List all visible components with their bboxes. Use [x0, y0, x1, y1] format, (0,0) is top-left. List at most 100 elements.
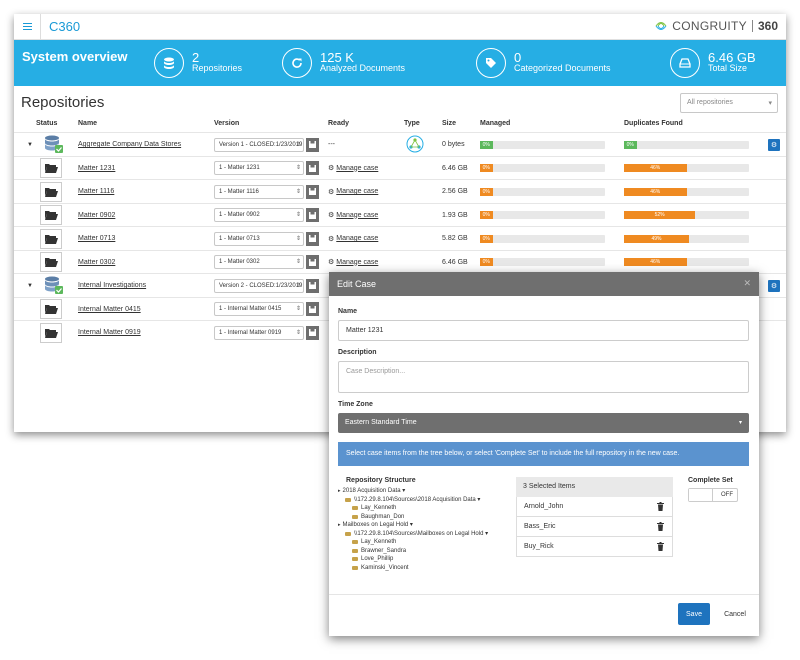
repository-name-link[interactable]: Matter 0713 [78, 235, 116, 242]
header-name: Name [78, 120, 98, 127]
expand-caret-icon[interactable]: ▼ [27, 282, 33, 289]
modal-footer-divider [329, 594, 759, 595]
duplicates-progress-label: 0% [624, 140, 637, 149]
repository-name-link[interactable]: Matter 0902 [78, 211, 116, 219]
duplicates-progress-label: 46% [624, 164, 687, 172]
tree-node[interactable]: ▸ Mailboxes on Legal Hold ▾ [338, 521, 508, 530]
managed-progress-label: 0% [480, 211, 493, 219]
version-select[interactable]: 1 - Matter 1231 ⇕ [214, 161, 304, 175]
hamburger-menu-icon[interactable] [14, 14, 40, 40]
floppy-icon [309, 211, 316, 219]
version-select[interactable]: 1 - Matter 1116 ⇕ [214, 184, 304, 199]
top-bar: C360 CONGRUITY 360 [14, 14, 786, 40]
case-description-input[interactable]: Case Description... [338, 361, 749, 393]
version-save-button[interactable] [306, 302, 319, 316]
tree-node-label: Love_Phillip [361, 556, 394, 562]
version-select[interactable]: 1 - Matter 0302 ⇕ [214, 255, 304, 269]
version-select[interactable]: 1 - Matter 0713 ⇕ [214, 231, 304, 246]
version-save-button[interactable] [306, 255, 319, 269]
manage-case-link[interactable]: Manage case [336, 258, 379, 266]
managed-progress-bar: 0% [480, 234, 605, 243]
app-name[interactable]: C360 [49, 19, 81, 34]
tree-node[interactable]: Love_Phillip [338, 555, 508, 564]
logo-divider [751, 20, 753, 32]
close-icon[interactable]: ✕ [743, 278, 751, 288]
tree-node[interactable]: \\172.29.8.104\Sources\2018 Acquisition … [338, 496, 508, 505]
stat-analyzed: 125 K Analyzed Documents [282, 48, 405, 78]
managed-progress-bar: 0% [480, 211, 605, 219]
tree-node[interactable]: ▸ 2018 Acquisition Data ▾ [338, 487, 508, 496]
size-value: 0 bytes [442, 141, 465, 148]
version-save-button[interactable] [306, 231, 319, 246]
version-select[interactable]: 1 - Internal Matter 0919 ⇕ [214, 325, 304, 340]
manage-case-link[interactable]: Manage case [336, 211, 379, 219]
version-select[interactable]: Version 1 - CLOSED:1/23/2019 ⇕ [214, 137, 304, 152]
manage-case-link[interactable]: Manage case [336, 164, 379, 172]
folder-open-icon [40, 205, 62, 225]
version-save-button[interactable] [306, 184, 319, 199]
complete-set-toggle[interactable]: OFF [688, 488, 738, 502]
folder-icon [352, 557, 358, 562]
repository-settings-button[interactable]: ⚙ [768, 279, 780, 292]
size-value: 2.56 GB [442, 188, 468, 195]
gear-icon: ⚙ [328, 259, 335, 266]
managed-progress-bar: 0% [480, 164, 605, 172]
floppy-icon [309, 188, 316, 195]
version-select[interactable]: 1 - Matter 0902 ⇕ [214, 208, 304, 222]
tree-node[interactable]: Baughman_Don [338, 513, 508, 522]
manage-case-link[interactable]: Manage case [336, 188, 379, 195]
spinner-arrows-icon: ⇕ [295, 306, 301, 312]
save-button[interactable]: Save [678, 603, 710, 625]
version-select[interactable]: 1 - Internal Matter 0415 ⇕ [214, 302, 304, 316]
tree-node[interactable]: Brawner_Sandra [338, 547, 508, 556]
version-select[interactable]: Version 2 - CLOSED:1/23/2019 ⇕ [214, 278, 304, 293]
repository-name-link[interactable]: Matter 1231 [78, 164, 116, 172]
stat-value: 125 K [320, 50, 354, 65]
repository-name-link[interactable]: Internal Investigations [78, 282, 147, 289]
tree-node-label: 2018 Acquisition Data ▾ [342, 488, 406, 494]
tree-node[interactable]: Kaminski_Vincent [338, 564, 508, 573]
version-value: 1 - Internal Matter 0415 [219, 306, 282, 312]
logo-brand: CONGRUITY [672, 19, 747, 33]
repository-settings-button[interactable]: ⚙ [768, 138, 780, 151]
spinner-arrows-icon: ⇕ [295, 259, 301, 265]
edit-case-modal: Edit Case ✕ Name Matter 1231 Description… [329, 272, 759, 636]
toggle-state: OFF [721, 492, 733, 498]
cancel-button[interactable]: Cancel [719, 603, 751, 625]
expand-caret-icon[interactable]: ▼ [27, 141, 33, 148]
trash-icon[interactable] [657, 502, 664, 513]
chevron-down-icon: ▾ [738, 420, 742, 426]
trash-icon[interactable] [657, 522, 664, 533]
case-name-input[interactable]: Matter 1231 [338, 320, 749, 341]
size-value: 5.82 GB [442, 235, 468, 242]
repository-name-link[interactable]: Aggregate Company Data Stores [78, 141, 182, 148]
tree-node[interactable]: Lay_Kenneth [338, 504, 508, 513]
version-save-button[interactable] [306, 325, 319, 340]
toggle-knob [689, 489, 713, 501]
trash-icon[interactable] [657, 542, 664, 553]
managed-progress-bar: 0% [480, 258, 605, 266]
manage-case-link[interactable]: Manage case [336, 235, 379, 242]
floppy-icon [309, 258, 316, 266]
header-duplicates: Duplicates Found [624, 120, 683, 127]
table-row: ▼ Aggregate Company Data Stores Version 1 … [14, 132, 786, 155]
stat-total-size: 6.46 GB Total Size [670, 48, 756, 78]
banner-title: System overview [22, 49, 128, 64]
version-save-button[interactable] [306, 208, 319, 222]
managed-progress-label: 0% [480, 164, 493, 172]
repository-database-icon [42, 275, 64, 297]
repository-name-link[interactable]: Internal Matter 0919 [78, 329, 141, 336]
repository-name-link[interactable]: Internal Matter 0415 [78, 305, 141, 313]
header-type: Type [404, 120, 420, 127]
version-save-button[interactable] [306, 137, 319, 152]
repository-name-link[interactable]: Matter 1116 [78, 188, 115, 195]
tree-node[interactable]: \\172.29.8.104\Sources\Mailboxes on Lega… [338, 530, 508, 539]
time-zone-select[interactable]: Eastern Standard Time ▾ [338, 413, 749, 433]
repository-name-link[interactable]: Matter 0302 [78, 258, 116, 266]
repository-filter-select[interactable]: All repositories ▾ [680, 93, 778, 113]
duplicates-progress-bar: 46% [624, 187, 749, 196]
version-save-button[interactable] [306, 278, 319, 293]
version-value: 1 - Matter 0302 [219, 259, 260, 265]
tree-node[interactable]: Lay_Kenneth [338, 538, 508, 547]
version-save-button[interactable] [306, 161, 319, 175]
